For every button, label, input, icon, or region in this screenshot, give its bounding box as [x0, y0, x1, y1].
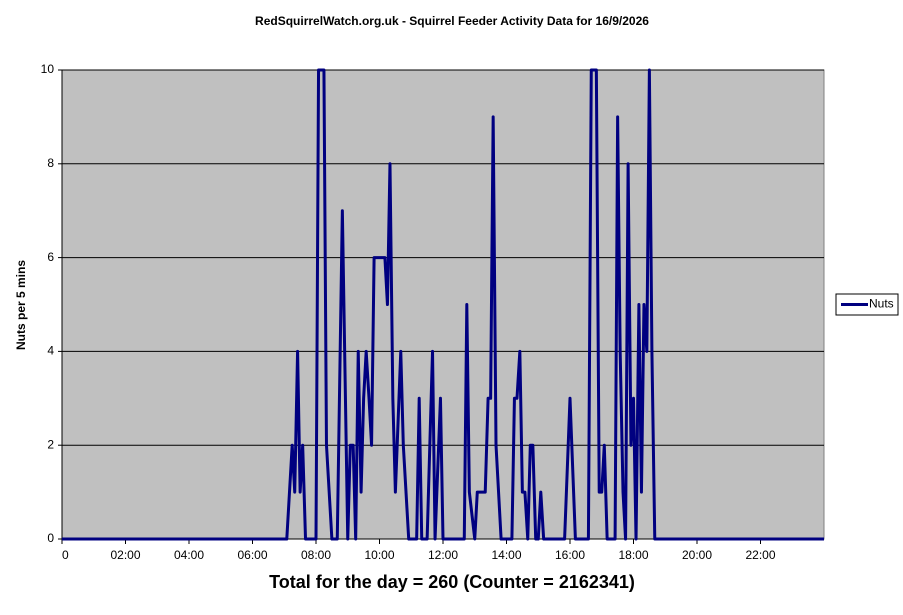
y-tick-label: 0: [47, 531, 54, 545]
x-tick-label: 12:00: [428, 548, 458, 562]
x-tick-label: 22:00: [745, 548, 775, 562]
annotation: Total for the day = 260 (Counter = 21623…: [269, 572, 635, 592]
x-tick-label: 16:00: [555, 548, 585, 562]
x-tick-label: 18:00: [618, 548, 648, 562]
x-tick-label: 08:00: [301, 548, 331, 562]
y-tick-label: 8: [47, 156, 54, 170]
y-tick-label: 6: [47, 250, 54, 264]
data-line: [62, 68, 824, 541]
x-tick-label: 0: [62, 548, 69, 562]
x-tick-label: 20:00: [682, 548, 712, 562]
y-tick-label: 4: [47, 344, 54, 358]
y-tick-label: 10: [41, 62, 55, 76]
x-tick-label: 06:00: [237, 548, 267, 562]
legend-label: Nuts: [869, 297, 894, 311]
x-tick-label: 10:00: [364, 548, 394, 562]
x-tick-label: 04:00: [174, 548, 204, 562]
chart-title: RedSquirrelWatch.org.uk - Squirrel Feede…: [255, 14, 649, 28]
x-tick-label: 02:00: [110, 548, 140, 562]
x-tick-label: 14:00: [491, 548, 521, 562]
y-axis-label: Nuts per 5 mins: [14, 260, 28, 350]
y-tick-label: 2: [47, 437, 54, 451]
